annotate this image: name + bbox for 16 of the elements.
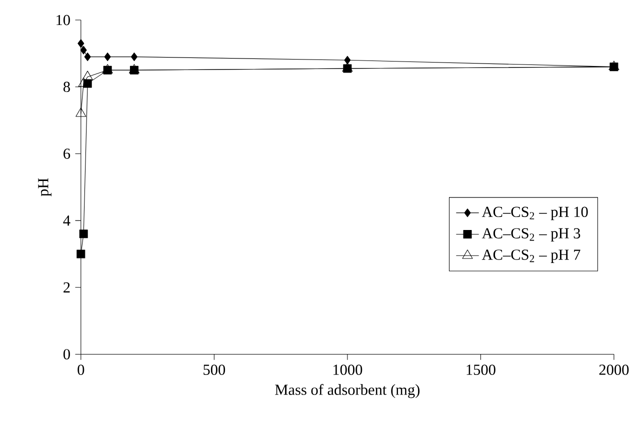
y-tick-label: 6 — [64, 148, 70, 159]
x-tick-label: 500 — [204, 364, 226, 375]
legend-label: AC–CS$_{2}$ – pH 10 — [482, 206, 588, 220]
legend-label: AC–CS$_{2}$ – pH 3 — [482, 228, 580, 242]
x-tick-label: 0 — [78, 364, 84, 375]
y-tick-label: 4 — [63, 215, 70, 226]
x-tick-label: 1500 — [466, 364, 496, 375]
y-tick-label: 2 — [64, 282, 70, 292]
legend-label: AC–CS$_{2}$ – pH 7 — [482, 249, 580, 263]
y-tick-label: 0 — [63, 348, 70, 360]
x-tick-label: 2000 — [599, 364, 629, 375]
y-tick-label: 8 — [63, 82, 70, 92]
y-axis-title: pH — [38, 178, 52, 196]
y-tick-label: 10 — [56, 14, 70, 26]
x-axis-title: Mass of adsorbent (mg) — [275, 384, 420, 398]
x-tick-label: 1000 — [333, 364, 362, 375]
